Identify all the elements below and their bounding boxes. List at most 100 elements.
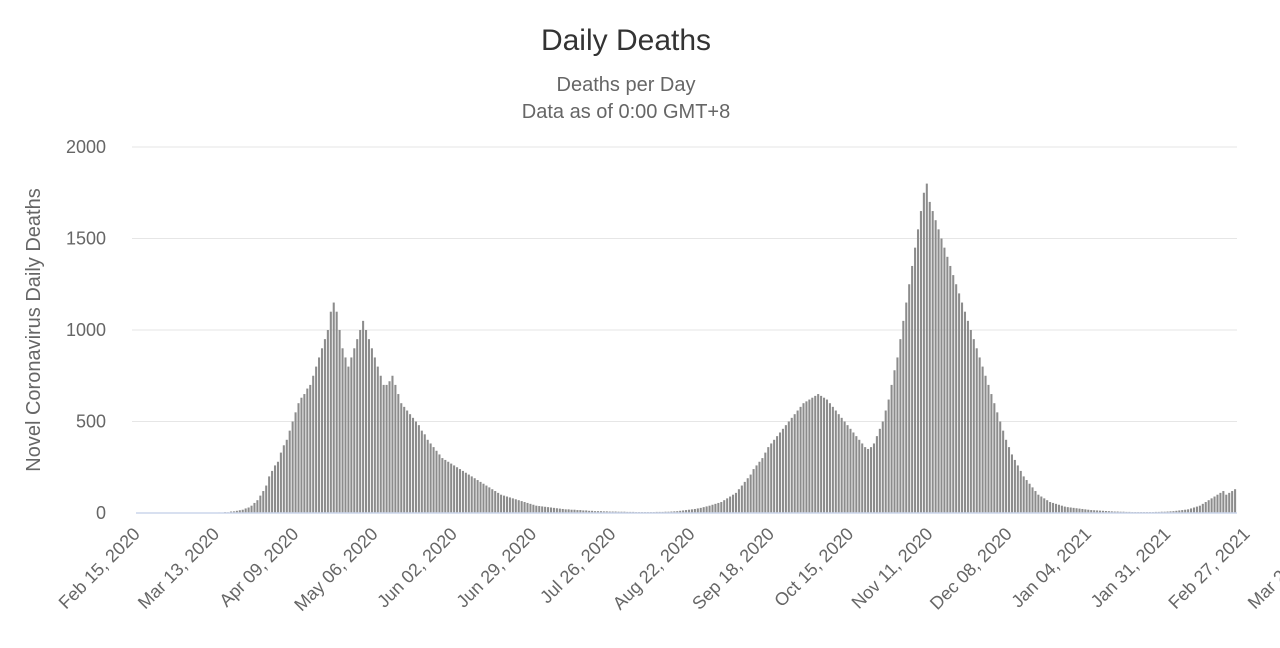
bar (576, 510, 579, 513)
bar (591, 510, 594, 513)
bar (1184, 509, 1187, 513)
bar (476, 480, 479, 513)
bar (1099, 510, 1102, 513)
bar (505, 496, 508, 513)
bar (934, 220, 937, 513)
bar (332, 302, 335, 513)
bar (1192, 507, 1196, 513)
chart-subtitle: Deaths per Day (556, 74, 696, 96)
bar (500, 494, 503, 513)
bar (552, 507, 555, 513)
bar (511, 498, 514, 513)
bar (908, 284, 911, 513)
bar (872, 443, 875, 513)
bar (887, 399, 890, 513)
bar (1231, 491, 1234, 513)
bar (547, 507, 550, 513)
bar (276, 461, 279, 513)
bar (247, 507, 250, 513)
bar (787, 421, 790, 513)
bar (259, 495, 262, 513)
bar (491, 489, 494, 513)
bar (949, 265, 952, 513)
y-tick-label: 1500 (66, 229, 106, 249)
bar (984, 375, 987, 513)
bar (955, 284, 958, 513)
bar (796, 410, 799, 513)
bar (253, 502, 256, 513)
bar (1040, 496, 1043, 513)
bar (294, 412, 297, 513)
bar (326, 330, 329, 513)
bar (353, 348, 356, 513)
bar (699, 507, 702, 513)
bar (911, 265, 914, 513)
bar (996, 412, 999, 513)
bar (881, 421, 884, 513)
bar-series (136, 183, 1237, 514)
bar (1234, 489, 1237, 513)
bar (946, 256, 949, 513)
bar (690, 509, 693, 513)
bar (723, 500, 726, 513)
bar (520, 501, 523, 513)
bar (429, 443, 432, 513)
bar (1195, 506, 1198, 513)
bar (406, 410, 409, 513)
bar (508, 497, 511, 513)
bar (306, 388, 309, 513)
bar (382, 384, 385, 513)
bar (365, 330, 368, 513)
bar (411, 417, 415, 513)
bar (746, 478, 749, 513)
bar (397, 394, 400, 513)
bar (312, 375, 315, 513)
bar (464, 472, 467, 513)
bar (805, 401, 808, 513)
bar (1187, 509, 1190, 513)
bar (820, 395, 823, 513)
bar (356, 339, 359, 513)
bar (344, 357, 347, 513)
bar (588, 510, 591, 513)
y-tick-label: 2000 (66, 137, 106, 157)
bar (1087, 509, 1090, 513)
bar (764, 452, 767, 513)
bar (335, 311, 338, 513)
bar (1084, 509, 1087, 513)
bar (693, 508, 696, 513)
bar (781, 428, 784, 513)
bar (843, 421, 846, 513)
bar (1016, 465, 1019, 513)
bar (1101, 510, 1104, 513)
bar (711, 504, 714, 513)
bar (729, 496, 732, 513)
bar (758, 461, 761, 513)
bar (1025, 480, 1028, 513)
bar (975, 348, 978, 513)
bar (599, 511, 602, 513)
bar (1005, 439, 1008, 513)
bar (1037, 494, 1040, 513)
y-tick-label: 500 (76, 412, 106, 432)
bar (966, 320, 969, 513)
bar (1204, 502, 1207, 513)
bar (585, 510, 588, 513)
bar (702, 507, 705, 513)
bar (1022, 476, 1025, 513)
bar (479, 481, 482, 513)
bar (238, 510, 241, 513)
bar (400, 403, 403, 513)
bar (461, 470, 464, 513)
bar (790, 417, 793, 513)
bar (373, 357, 376, 513)
bar (1002, 430, 1005, 513)
bar (963, 311, 967, 513)
bar (916, 229, 920, 513)
bar (271, 470, 274, 513)
bar (861, 443, 864, 513)
bar (846, 425, 849, 513)
bar (467, 474, 470, 513)
bar (773, 439, 776, 513)
bar (300, 397, 303, 513)
